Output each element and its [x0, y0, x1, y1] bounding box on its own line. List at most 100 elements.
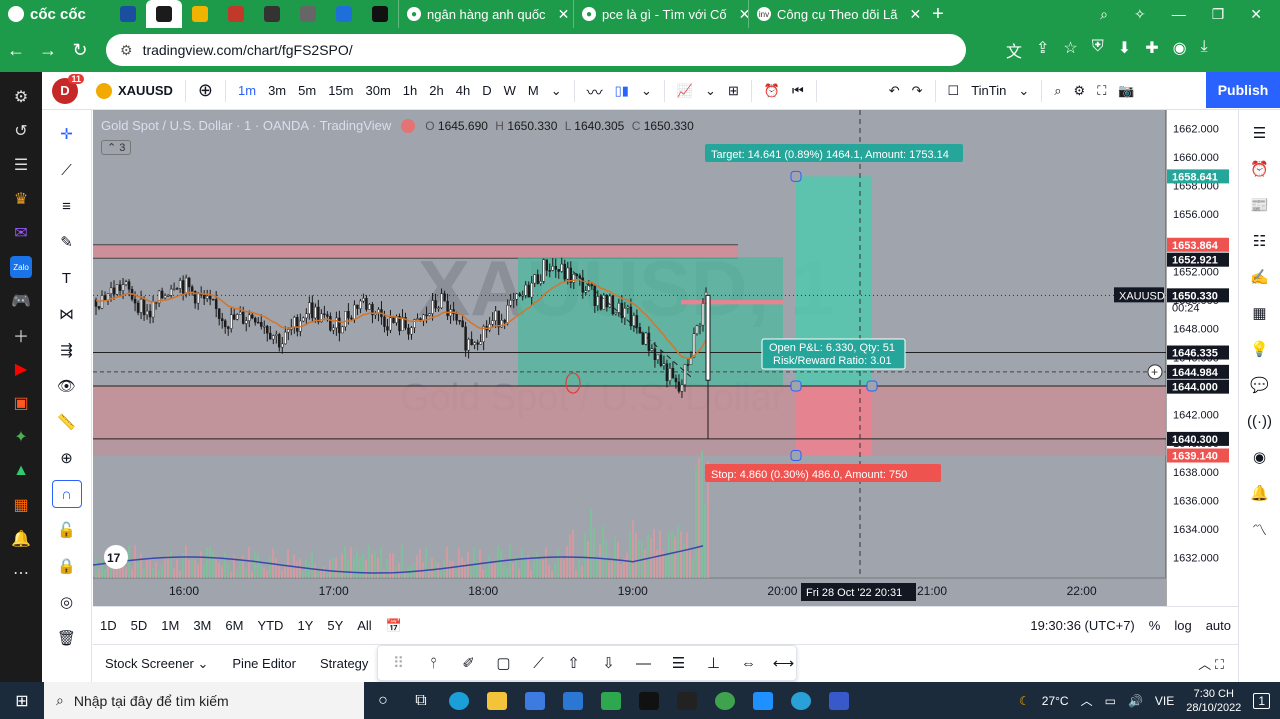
interval-1m[interactable]: 1m — [238, 83, 257, 98]
interval-M[interactable]: M — [527, 83, 539, 98]
lock-drawings-icon[interactable]: 🔓 — [57, 522, 76, 539]
volume-icon[interactable]: 🔊 — [1127, 693, 1143, 708]
tab-close-icon[interactable]: ✕ — [739, 6, 748, 23]
clean-icon[interactable]: ✧ — [1133, 5, 1146, 22]
layout-name-button[interactable]: TinTin — [971, 83, 1007, 98]
layout-grid-icon[interactable]: ⊞ — [727, 82, 739, 98]
alert-add-icon[interactable]: ⏰ — [763, 82, 781, 98]
crosshair-icon[interactable]: ✛ — [60, 126, 73, 143]
range-5D[interactable]: 5D — [130, 618, 148, 633]
store-icon[interactable] — [516, 682, 554, 719]
indicators-collapse-button[interactable]: ⌃ 3 — [101, 140, 132, 155]
tab-close-icon[interactable]: ✕ — [909, 5, 922, 22]
percent-scale-toggle[interactable]: % — [1148, 618, 1161, 633]
streams-icon[interactable]: ((·)) — [1247, 412, 1272, 430]
drag-handle-icon[interactable]: ⠿ — [393, 655, 404, 672]
url-input[interactable]: ⚙ tradingview.com/chart/fgFS2SPO/ — [106, 34, 966, 66]
taskbar-clock[interactable]: 7:30 CH 28/10/2022 — [1186, 687, 1241, 715]
extensions-icon[interactable]: ✚ — [1145, 40, 1159, 57]
range-6M[interactable]: 6M — [225, 618, 244, 633]
publish-button[interactable]: Publish — [1206, 72, 1280, 108]
store-icon[interactable]: ▦ — [13, 497, 29, 514]
interval-1h[interactable]: 1h — [402, 83, 418, 98]
goto-date-icon[interactable]: 📅 — [385, 617, 402, 633]
timezone-clock[interactable]: 19:30:36 (UTC+7) — [1030, 618, 1135, 633]
interval-15m[interactable]: 15m — [328, 83, 354, 98]
forward-button[interactable]: → — [39, 39, 57, 60]
reload-button[interactable]: ↻ — [72, 39, 88, 60]
broadcast-icon[interactable]: ◉ — [1252, 449, 1267, 466]
redo-icon[interactable]: ↷ — [911, 82, 923, 98]
brush-tool-icon[interactable]: ✐ — [462, 655, 475, 672]
graduation-icon[interactable]: ▲ — [13, 462, 29, 479]
interval-3m[interactable]: 3m — [268, 83, 287, 98]
maximize-panel-icon[interactable]: ︿ ⛶ — [1198, 657, 1224, 672]
pinned-tab[interactable] — [146, 0, 182, 28]
ideas-icon[interactable]: ✍ — [1250, 269, 1269, 286]
downloads-icon[interactable]: ⤓ — [1200, 38, 1208, 55]
lightbulb-icon[interactable]: 💡 — [1250, 341, 1269, 358]
rectangle-icon[interactable]: ▢ — [496, 655, 511, 672]
download-icon[interactable]: ⬇ — [1117, 40, 1132, 57]
date-range-icon[interactable]: ⇔ — [741, 654, 756, 672]
range-1M[interactable]: 1M — [161, 618, 180, 633]
hide-drawings-icon[interactable]: ◎ — [59, 594, 74, 611]
stock-screener-tab[interactable]: Stock Screener ⌄ — [105, 655, 209, 671]
range-YTD[interactable]: YTD — [257, 618, 284, 633]
chat-icon[interactable]: 💬 — [1250, 377, 1269, 394]
add-icon[interactable]: ＋ — [12, 329, 29, 346]
eye-icon[interactable]: 👁 — [56, 378, 77, 395]
tab-search-icon[interactable]: ⌕ — [1100, 5, 1108, 22]
game-icon[interactable]: 🎮 — [11, 293, 31, 310]
pinned-tab[interactable] — [326, 0, 362, 28]
trash-icon[interactable]: 🗑 — [56, 630, 77, 647]
close-window-icon[interactable]: ✕ — [1250, 5, 1262, 22]
pinned-tab[interactable] — [290, 0, 326, 28]
settings-gear-icon[interactable]: ⚙ — [13, 89, 29, 106]
trend-icon[interactable]: 〽 — [1251, 521, 1267, 539]
forecast-icon[interactable]: ⇶ — [60, 342, 73, 359]
price-range-icon[interactable]: ⊥ — [706, 655, 721, 672]
share-icon[interactable]: ⇪ — [1036, 40, 1050, 57]
auto-scale-toggle[interactable]: auto — [1205, 618, 1231, 633]
pinned-tab[interactable] — [182, 0, 218, 28]
help-bell-icon[interactable]: 🔔 — [1250, 485, 1269, 502]
mail-icon[interactable] — [554, 682, 592, 719]
more-dots-icon[interactable]: ⋯ — [13, 565, 29, 582]
magnet-icon[interactable]: ∩ — [51, 480, 82, 508]
layout-dropdown-icon[interactable]: ⌄ — [1018, 82, 1030, 98]
app-icon[interactable] — [744, 682, 782, 719]
search-icon[interactable]: ⌕ — [1054, 82, 1062, 98]
network-icon[interactable]: ▭ — [1104, 693, 1116, 708]
tray-expand-icon[interactable]: ︿ — [1080, 694, 1093, 708]
pinned-tab[interactable] — [218, 0, 254, 28]
brush-icon[interactable]: ✎ — [60, 234, 73, 251]
cortana-icon[interactable]: ○ — [378, 691, 388, 709]
history-icon[interactable]: ↺ — [14, 123, 28, 140]
restore-icon[interactable]: ❐ — [1211, 5, 1225, 22]
line-chart-type-icon[interactable]: 〰 — [586, 84, 603, 102]
taskbar-search-input[interactable]: ⌕ Nhập tại đây để tìm kiếm — [44, 682, 364, 719]
lock-icon[interactable]: 🔒 — [57, 558, 76, 575]
hotlist-icon[interactable]: ☷ — [1252, 233, 1267, 250]
range-3M[interactable]: 3M — [193, 618, 212, 633]
action-center-icon[interactable]: 1 — [1253, 692, 1270, 709]
coccoc-taskbar-icon[interactable] — [592, 682, 630, 719]
tab-1[interactable]: ● ngân hàng anh quốc ✕ — [398, 0, 573, 28]
ray-icon[interactable]: ☰ — [671, 655, 686, 672]
minimize-icon[interactable]: — — [1171, 6, 1186, 22]
pinned-tab[interactable] — [254, 0, 290, 28]
windows-start-icon[interactable]: ⊞ — [15, 692, 29, 710]
horizontal-line-icon[interactable]: — — [636, 654, 651, 672]
tradingview-taskbar-icon[interactable] — [630, 682, 668, 719]
shop-icon[interactable]: ▣ — [13, 395, 29, 412]
compare-add-icon[interactable]: ⊕ — [197, 80, 213, 100]
pattern-icon[interactable]: ⋈ — [59, 306, 74, 323]
file-explorer-icon[interactable] — [478, 682, 516, 719]
profile-avatar[interactable]: ◉ — [1172, 40, 1187, 57]
price-chart[interactable]: XAUUSD, 1Gold Spot / U.S. DollarTarget: … — [93, 110, 1238, 606]
settings-icon[interactable]: ⚙ — [1073, 82, 1086, 98]
range-1D[interactable]: 1D — [100, 618, 117, 633]
pinned-tab[interactable] — [110, 0, 146, 28]
zoom-in-icon[interactable]: ⊕ — [60, 450, 73, 467]
